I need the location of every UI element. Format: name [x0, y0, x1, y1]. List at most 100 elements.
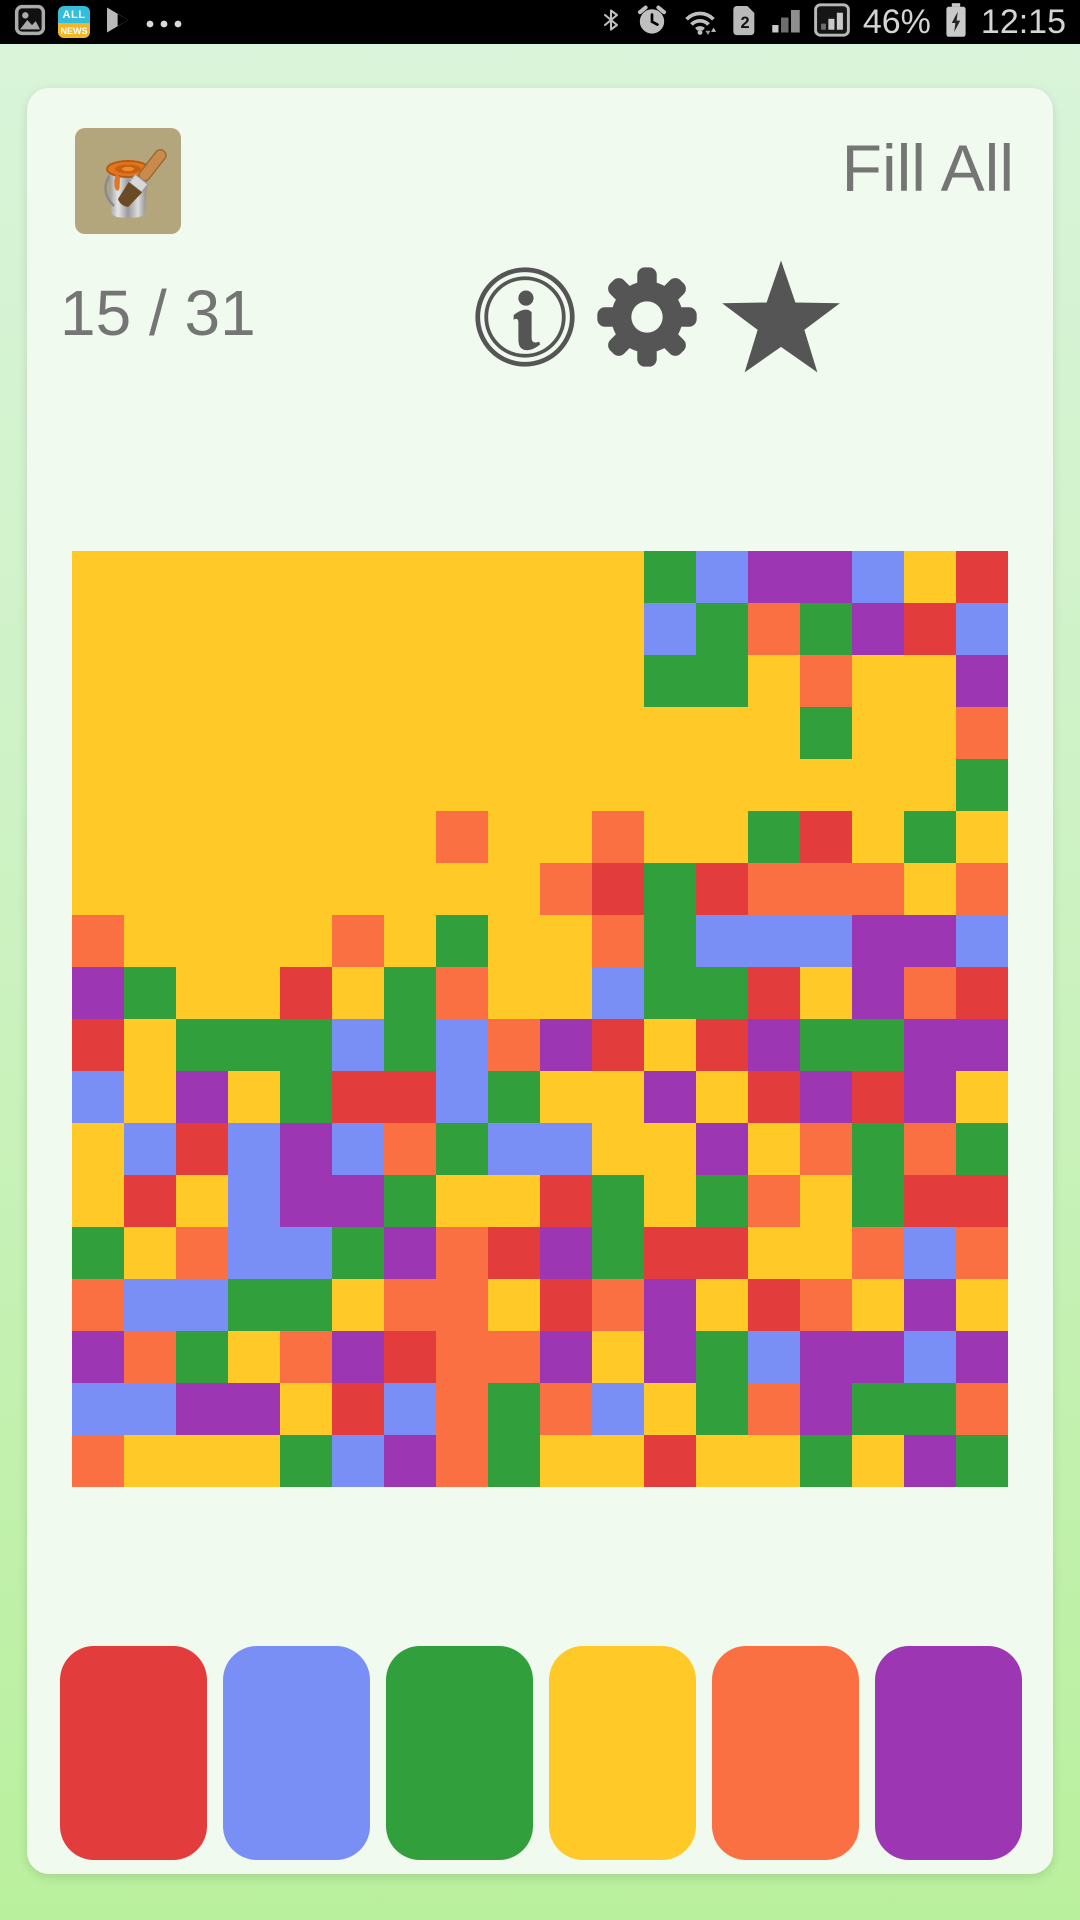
board-cell[interactable]	[72, 1227, 124, 1279]
board-cell[interactable]	[696, 1279, 748, 1331]
board-cell[interactable]	[332, 551, 384, 603]
board-cell[interactable]	[748, 1331, 800, 1383]
board-cell[interactable]	[748, 1227, 800, 1279]
board-cell[interactable]	[800, 1175, 852, 1227]
board-cell[interactable]	[488, 1227, 540, 1279]
board-cell[interactable]	[176, 551, 228, 603]
board-cell[interactable]	[644, 603, 696, 655]
board-cell[interactable]	[124, 1383, 176, 1435]
board-cell[interactable]	[228, 1331, 280, 1383]
board-cell[interactable]	[124, 1019, 176, 1071]
board-cell[interactable]	[540, 707, 592, 759]
board-cell[interactable]	[852, 759, 904, 811]
board-cell[interactable]	[904, 707, 956, 759]
board-cell[interactable]	[384, 1175, 436, 1227]
board-cell[interactable]	[332, 915, 384, 967]
board-cell[interactable]	[748, 1383, 800, 1435]
board-cell[interactable]	[696, 1019, 748, 1071]
board-cell[interactable]	[280, 1123, 332, 1175]
board-cell[interactable]	[488, 915, 540, 967]
board-cell[interactable]	[124, 967, 176, 1019]
board-cell[interactable]	[748, 1019, 800, 1071]
board-cell[interactable]	[228, 811, 280, 863]
settings-gear-button[interactable]	[593, 263, 701, 376]
board-cell[interactable]	[540, 603, 592, 655]
board-cell[interactable]	[176, 1227, 228, 1279]
board-cell[interactable]	[748, 707, 800, 759]
board-cell[interactable]	[436, 1383, 488, 1435]
board-cell[interactable]	[904, 863, 956, 915]
board-cell[interactable]	[852, 1383, 904, 1435]
board-cell[interactable]	[852, 1123, 904, 1175]
board-cell[interactable]	[436, 551, 488, 603]
board-cell[interactable]	[72, 1019, 124, 1071]
board-cell[interactable]	[904, 1331, 956, 1383]
board-cell[interactable]	[592, 655, 644, 707]
board-cell[interactable]	[332, 1071, 384, 1123]
board-cell[interactable]	[280, 707, 332, 759]
board-cell[interactable]	[852, 655, 904, 707]
board-cell[interactable]	[176, 1435, 228, 1487]
board-cell[interactable]	[228, 1071, 280, 1123]
board-cell[interactable]	[384, 707, 436, 759]
board-cell[interactable]	[644, 967, 696, 1019]
board-cell[interactable]	[332, 863, 384, 915]
board-cell[interactable]	[592, 1175, 644, 1227]
board-cell[interactable]	[696, 967, 748, 1019]
board-cell[interactable]	[176, 1019, 228, 1071]
board-cell[interactable]	[644, 1435, 696, 1487]
board-cell[interactable]	[748, 551, 800, 603]
board-cell[interactable]	[956, 1331, 1008, 1383]
board-cell[interactable]	[488, 967, 540, 1019]
board-cell[interactable]	[436, 603, 488, 655]
board-cell[interactable]	[124, 603, 176, 655]
board-cell[interactable]	[72, 1435, 124, 1487]
board-cell[interactable]	[852, 1019, 904, 1071]
board-cell[interactable]	[696, 863, 748, 915]
board-cell[interactable]	[384, 1123, 436, 1175]
board-cell[interactable]	[124, 1279, 176, 1331]
board-cell[interactable]	[644, 1227, 696, 1279]
board-cell[interactable]	[592, 967, 644, 1019]
board-cell[interactable]	[956, 1123, 1008, 1175]
board-cell[interactable]	[852, 1331, 904, 1383]
board-cell[interactable]	[332, 811, 384, 863]
board-cell[interactable]	[592, 1123, 644, 1175]
board-cell[interactable]	[176, 1123, 228, 1175]
board-cell[interactable]	[332, 1175, 384, 1227]
board-cell[interactable]	[748, 863, 800, 915]
board-cell[interactable]	[228, 655, 280, 707]
board-cell[interactable]	[280, 1279, 332, 1331]
board-cell[interactable]	[956, 603, 1008, 655]
board-cell[interactable]	[384, 1435, 436, 1487]
board-cell[interactable]	[852, 967, 904, 1019]
board-cell[interactable]	[800, 1435, 852, 1487]
board-cell[interactable]	[228, 1383, 280, 1435]
board-cell[interactable]	[176, 1279, 228, 1331]
board-cell[interactable]	[176, 1331, 228, 1383]
board-cell[interactable]	[488, 1071, 540, 1123]
board-cell[interactable]	[904, 1123, 956, 1175]
board-cell[interactable]	[644, 811, 696, 863]
board-cell[interactable]	[800, 1123, 852, 1175]
board-cell[interactable]	[228, 1279, 280, 1331]
board-cell[interactable]	[488, 1279, 540, 1331]
board-cell[interactable]	[800, 603, 852, 655]
board-cell[interactable]	[800, 811, 852, 863]
board-cell[interactable]	[280, 967, 332, 1019]
board-cell[interactable]	[436, 811, 488, 863]
board-cell[interactable]	[332, 1227, 384, 1279]
board-cell[interactable]	[956, 811, 1008, 863]
board-cell[interactable]	[488, 551, 540, 603]
board-cell[interactable]	[852, 603, 904, 655]
board-cell[interactable]	[696, 1435, 748, 1487]
board-cell[interactable]	[228, 551, 280, 603]
board-cell[interactable]	[436, 707, 488, 759]
board-cell[interactable]	[488, 1435, 540, 1487]
board-cell[interactable]	[540, 1123, 592, 1175]
palette-button-orange[interactable]	[712, 1646, 859, 1860]
board-cell[interactable]	[852, 1071, 904, 1123]
board-cell[interactable]	[800, 759, 852, 811]
board-cell[interactable]	[384, 1331, 436, 1383]
board-cell[interactable]	[72, 551, 124, 603]
